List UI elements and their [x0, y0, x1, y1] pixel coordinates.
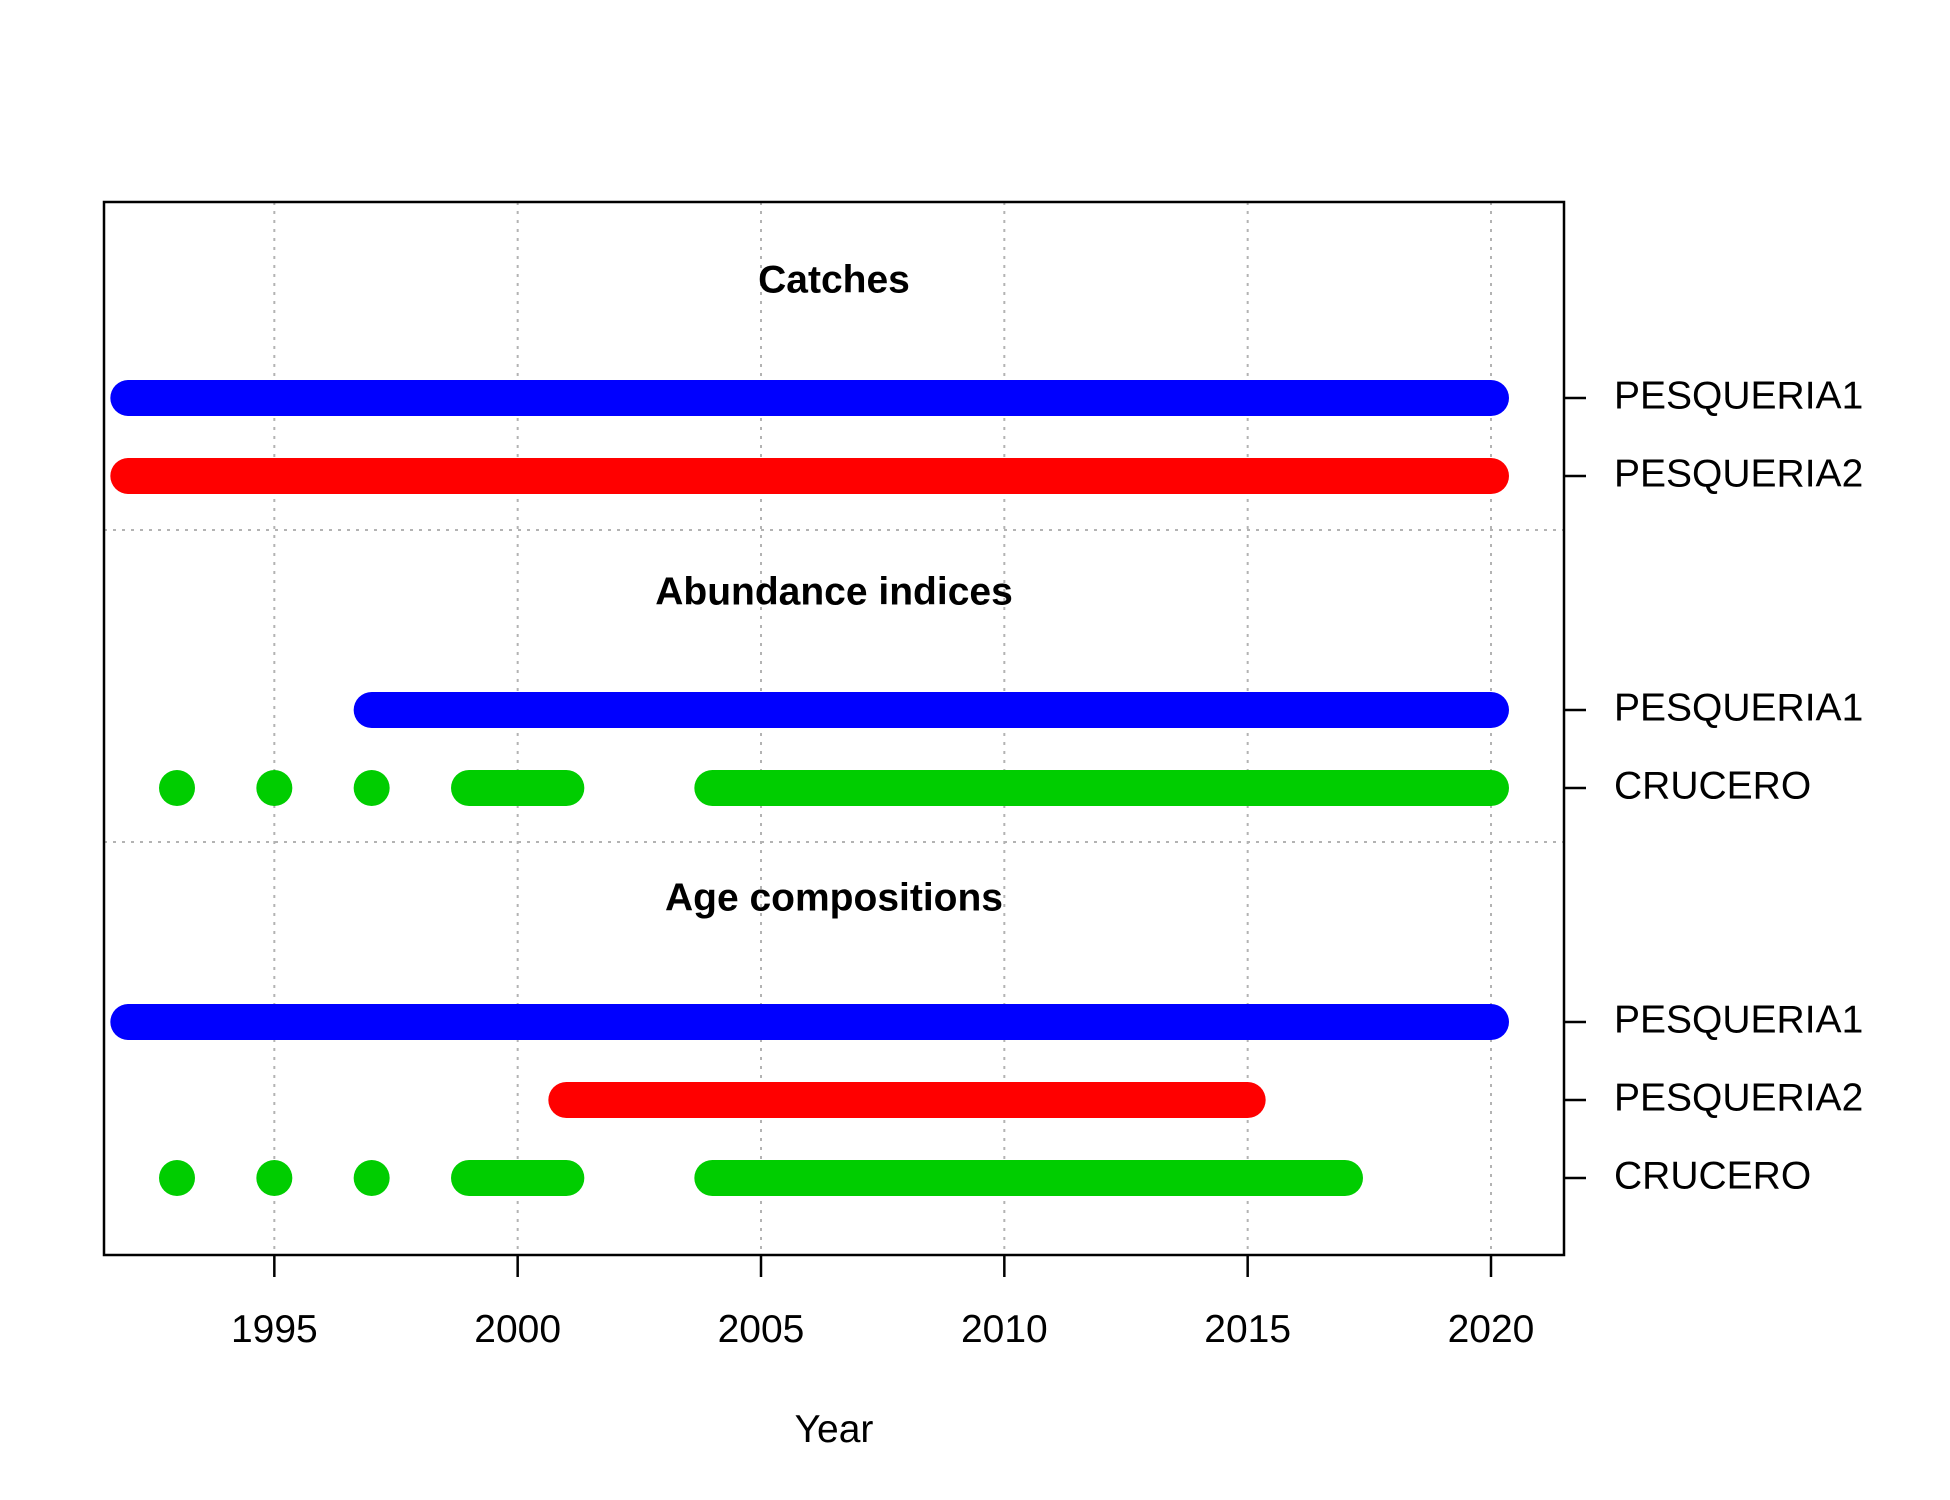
- x-tick-label: 2015: [1204, 1308, 1291, 1351]
- data-point: [256, 1160, 293, 1196]
- plot-frame: [102, 200, 1566, 1257]
- data-point: [159, 1160, 195, 1196]
- row-labels: PESQUERIA1 PESQUERIA2 PESQUERIA1 CRUCERO PES…: [1564, 374, 1863, 1197]
- x-tick-label: 2005: [718, 1308, 805, 1351]
- row-label: PESQUERIA1: [1614, 374, 1863, 417]
- row-label: CRUCERO: [1614, 764, 1811, 807]
- row-label: PESQUERIA2: [1614, 1076, 1863, 1119]
- group-title: Catches: [758, 258, 910, 301]
- row-label: PESQUERIA1: [1614, 998, 1863, 1041]
- data-point: [159, 770, 195, 806]
- x-tick-label: 1995: [231, 1308, 318, 1351]
- data-point: [353, 1160, 390, 1196]
- group-titles: Catches Abundance indices Age compositions: [655, 258, 1013, 919]
- x-tick-label: 2010: [961, 1308, 1048, 1351]
- row-label: PESQUERIA2: [1614, 452, 1863, 495]
- data-point: [353, 770, 390, 806]
- x-axis: 1995 2000 2005 2010 2015 2020: [231, 1255, 1534, 1351]
- group-title: Abundance indices: [655, 570, 1013, 613]
- data-marks: [110, 380, 1509, 1196]
- grid-lines: [104, 202, 1564, 1255]
- data-point: [256, 770, 293, 806]
- x-tick-label: 2020: [1448, 1308, 1535, 1351]
- row-label: CRUCERO: [1614, 1154, 1811, 1197]
- x-tick-label: 2000: [474, 1308, 561, 1351]
- x-axis-title: Year: [795, 1408, 874, 1451]
- group-title: Age compositions: [665, 876, 1003, 919]
- row-label: PESQUERIA1: [1614, 686, 1863, 729]
